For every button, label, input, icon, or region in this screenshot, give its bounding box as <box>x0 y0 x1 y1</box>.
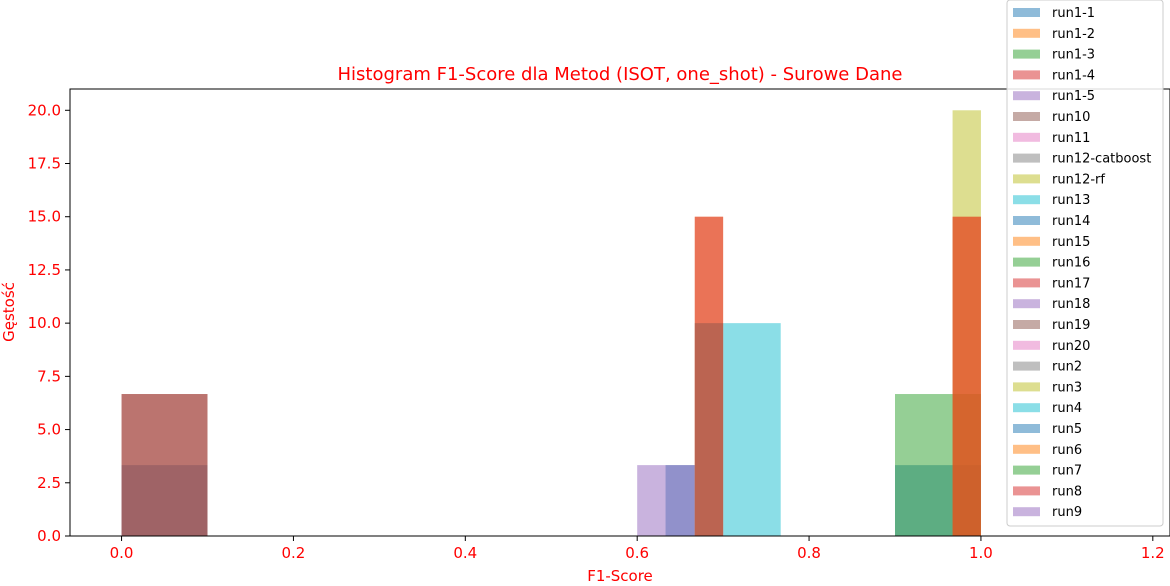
legend-label-run16: run16 <box>1052 256 1090 271</box>
legend-swatch-run12-rf <box>1013 174 1040 184</box>
y-tick-label: 15.0 <box>28 208 61 226</box>
legend-swatch-run15 <box>1013 236 1040 246</box>
x-tick-label: 0.0 <box>110 544 134 562</box>
y-tick-label: 20.0 <box>28 101 61 119</box>
legend-label-run11: run11 <box>1052 131 1090 146</box>
legend-label-run1-4: run1-4 <box>1052 68 1095 83</box>
legend-label-run18: run18 <box>1052 297 1090 312</box>
y-tick-label: 5.0 <box>37 421 61 439</box>
y-tick-label: 10.0 <box>28 314 61 332</box>
x-tick-label: 0.6 <box>625 544 649 562</box>
bar-run13-0 <box>723 323 781 536</box>
legend-label-run19: run19 <box>1052 318 1090 333</box>
legend-swatch-run13 <box>1013 195 1040 205</box>
legend-swatch-run10 <box>1013 112 1040 121</box>
bar-run1-5-0 <box>637 465 695 536</box>
legend-swatch-run9 <box>1013 507 1040 517</box>
y-tick-label: 17.5 <box>28 155 61 173</box>
legend-label-run15: run15 <box>1052 235 1090 250</box>
legend-swatch-run5 <box>1013 424 1040 433</box>
legend-label-run1-5: run1-5 <box>1052 89 1095 104</box>
legend-swatch-run1-5 <box>1013 91 1040 101</box>
legend-label-run9: run9 <box>1052 505 1082 520</box>
x-tick-label: 1.2 <box>1141 544 1165 562</box>
chart-title: Histogram F1-Score dla Metod (ISOT, one_… <box>338 64 903 85</box>
legend-label-run7: run7 <box>1052 464 1082 479</box>
legend-label-run8: run8 <box>1052 484 1082 499</box>
legend-label-run1-2: run1-2 <box>1052 27 1095 42</box>
legend-label-run17: run17 <box>1052 276 1090 291</box>
legend-swatch-run1-1 <box>1013 8 1040 17</box>
legend-label-run12-catboost: run12-catboost <box>1052 152 1151 167</box>
x-tick-label: 0.8 <box>797 544 821 562</box>
bar-run10-0 <box>121 394 208 536</box>
legend-swatch-run1-2 <box>1013 28 1040 38</box>
legend-label-run12-rf: run12-rf <box>1052 172 1105 187</box>
x-tick-label: 0.2 <box>282 544 306 562</box>
y-axis-label: Gęstość <box>0 282 18 342</box>
bar-run1-3-0 <box>895 394 953 536</box>
x-tick-label: 0.4 <box>453 544 477 562</box>
legend-swatch-run1-3 <box>1013 49 1040 59</box>
legend-label-run13: run13 <box>1052 193 1090 208</box>
legend-swatch-run1-4 <box>1013 70 1040 80</box>
legend-label-run5: run5 <box>1052 422 1082 437</box>
legend-swatch-run8 <box>1013 486 1040 496</box>
legend-swatch-run2 <box>1013 361 1040 371</box>
legend-label-run4: run4 <box>1052 401 1082 416</box>
legend-label-run14: run14 <box>1052 214 1090 229</box>
bars-group <box>121 110 981 537</box>
legend-label-run1-3: run1-3 <box>1052 48 1095 63</box>
y-tick-label: 2.5 <box>37 474 61 492</box>
bar-run17-1 <box>952 216 981 536</box>
legend-swatch-run14 <box>1013 216 1040 225</box>
x-axis-label: F1-Score <box>587 567 653 585</box>
legend-swatch-run19 <box>1013 320 1040 329</box>
legend-swatch-run16 <box>1013 257 1040 267</box>
legend-box <box>1006 0 1164 527</box>
y-tick-label: 12.5 <box>28 261 61 279</box>
legend-label-run10: run10 <box>1052 110 1090 125</box>
y-tick-label: 7.5 <box>37 367 61 385</box>
legend: run1-1 run1-2 run1-3 run1-4 run1-5 run10 run11… <box>1006 0 1164 527</box>
legend-swatch-run20 <box>1013 340 1040 350</box>
legend-swatch-run6 <box>1013 444 1040 454</box>
plot-frame <box>69 88 1170 537</box>
legend-label-run20: run20 <box>1052 339 1090 354</box>
y-tick-label: 0.0 <box>37 527 61 545</box>
bar-run19-0 <box>694 323 724 536</box>
legend-label-run1-1: run1-1 <box>1052 6 1095 21</box>
legend-swatch-run18 <box>1013 299 1040 309</box>
legend-swatch-run11 <box>1013 132 1040 142</box>
legend-label-run3: run3 <box>1052 380 1082 395</box>
legend-swatch-run4 <box>1013 403 1040 413</box>
legend-swatch-run17 <box>1013 278 1040 288</box>
legend-swatch-run7 <box>1013 465 1040 475</box>
legend-label-run6: run6 <box>1052 443 1082 458</box>
legend-label-run2: run2 <box>1052 360 1082 375</box>
y-axis: 0.0 2.5 5.0 7.5 10.0 12.5 15.0 17.5 20.0 <box>28 101 70 545</box>
legend-swatch-run3 <box>1013 382 1040 392</box>
x-axis: 0.0 0.2 0.4 0.6 0.8 1.0 1.2 <box>110 536 1165 562</box>
legend-swatch-run12-catboost <box>1013 153 1040 163</box>
x-tick-label: 1.0 <box>969 544 993 562</box>
